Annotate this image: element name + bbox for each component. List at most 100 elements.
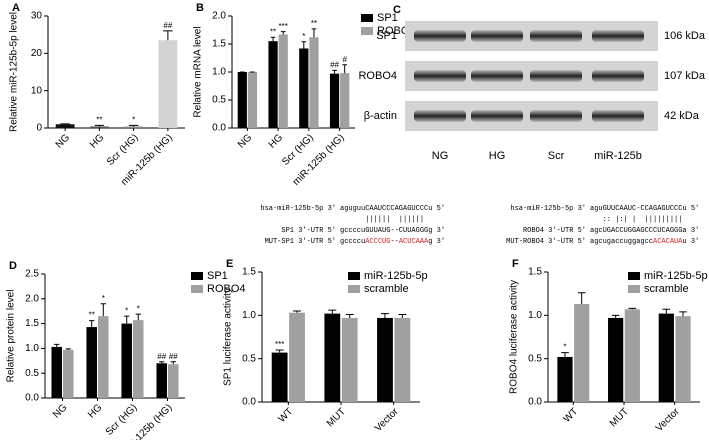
sequence-segment: agcugaccuggagcc xyxy=(590,238,653,246)
blot-band xyxy=(414,70,466,82)
bar xyxy=(268,41,278,129)
significance-mark: ** xyxy=(96,115,102,124)
significance-mark: *** xyxy=(279,22,288,31)
legend-label: SP1 xyxy=(377,12,398,24)
sequence-label: ROBO4 3'-UTR 5' xyxy=(523,227,586,235)
x-tick-label: HG xyxy=(86,402,105,421)
error-bar xyxy=(293,310,301,313)
sequence-label: hsa-miR-125b-5p 3' xyxy=(510,205,586,213)
blot-band xyxy=(530,30,582,42)
y-axis-label: ROBO4 luciferase activity xyxy=(509,280,520,394)
blot-size-label: 42 kDa xyxy=(664,110,700,122)
sequence: :: |:| | ||||||||| xyxy=(590,216,687,224)
bar xyxy=(340,73,350,128)
y-tick-label: 1.5 xyxy=(25,318,39,329)
sequence: |||||| |||||| xyxy=(340,216,428,224)
y-tick-label: 0.0 xyxy=(528,397,542,408)
bar xyxy=(51,346,62,398)
sequence-segment: aguguuCAAUCCCAGAGUCCCu xyxy=(340,205,432,213)
y-tick-label: 30 xyxy=(31,11,43,22)
error-bar xyxy=(301,41,307,49)
bar xyxy=(324,313,341,402)
sequence-segment: g xyxy=(428,238,432,246)
sequence-segment: :: |:| | ||||||||| xyxy=(590,216,687,224)
blot-band xyxy=(471,30,523,42)
bar xyxy=(237,72,247,128)
bar xyxy=(168,364,179,398)
sequence-end: 3' xyxy=(687,227,700,235)
blot-lane-label: NG xyxy=(432,150,449,162)
sequence-end: 5' xyxy=(432,205,445,213)
sequence-label: hsa-miR-125b-5p 3' xyxy=(260,205,336,213)
legend-label: miR-125b-5p xyxy=(644,270,708,282)
legend-label: SP1 xyxy=(207,270,228,282)
bar xyxy=(658,313,674,402)
error-bar xyxy=(561,352,569,357)
y-tick-label: 0.5 xyxy=(212,95,226,106)
x-tick-label: MUT xyxy=(325,406,348,429)
bar xyxy=(624,309,640,402)
y-tick-label: 0.5 xyxy=(528,353,542,364)
sequence-segment: u xyxy=(682,238,686,246)
significance-mark: * xyxy=(563,343,566,352)
sequence: agcugaccuggagccACACAUAu 3' xyxy=(590,238,699,246)
sequence-segment: aguGUUCAAUC-CCAGAGUCCCu xyxy=(590,205,687,213)
blot-size-label: 106 kDa xyxy=(664,30,706,42)
y-tick-label: 2.5 xyxy=(25,269,39,280)
bar xyxy=(574,304,590,402)
x-tick-label: NG xyxy=(54,132,73,151)
x-tick-label: Scr (HG) xyxy=(105,132,141,168)
sequence-segment: agcUGACCUGGAGCCCUCAGGGa xyxy=(590,227,687,235)
y-tick-label: 0.5 xyxy=(25,368,39,379)
bar xyxy=(329,73,340,128)
sequence-segment: gccccuGUUAUG--CUUAGGGg xyxy=(340,227,432,235)
y-tick-label: 20 xyxy=(31,48,43,59)
y-tick-label: 2.0 xyxy=(212,11,226,22)
y-tick-label: 1.0 xyxy=(212,67,226,78)
panel-letter: C xyxy=(393,4,401,16)
y-tick-label: 10 xyxy=(31,85,43,96)
error-bar xyxy=(54,343,60,347)
panel-letter: B xyxy=(196,2,204,14)
sequence-segment: gccccu xyxy=(340,238,365,246)
significance-mark: * xyxy=(102,294,105,303)
sequence-end: 3' xyxy=(432,238,445,246)
bar xyxy=(675,316,691,402)
significance-mark: ** xyxy=(311,19,317,28)
bar xyxy=(55,124,75,128)
bar xyxy=(271,352,288,402)
y-axis-label: Relative mRNA level xyxy=(193,26,204,117)
panel-letter: E xyxy=(226,258,233,270)
y-tick-label: 1.5 xyxy=(528,267,542,278)
error-bar xyxy=(398,313,407,318)
legend-swatch xyxy=(191,272,203,280)
error-bar xyxy=(94,124,105,127)
y-tick-label: 1.5 xyxy=(212,39,226,50)
y-axis-label: SP1 luciferase activity xyxy=(223,288,234,386)
significance-mark: * xyxy=(137,304,140,313)
legend-swatch xyxy=(348,285,360,293)
panel-letter: F xyxy=(512,258,519,270)
legend-swatch xyxy=(628,285,640,293)
error-bar xyxy=(89,320,95,328)
significance-mark: # xyxy=(342,55,347,64)
blot-band xyxy=(530,110,582,122)
blot-band xyxy=(592,110,644,122)
error-bar xyxy=(679,311,687,317)
blot-lane-label: HG xyxy=(489,150,506,162)
error-bar xyxy=(577,292,586,305)
error-bar xyxy=(342,64,348,74)
legend-swatch xyxy=(361,14,373,22)
blot-row-label: SP1 xyxy=(376,30,397,42)
error-bar xyxy=(100,303,106,317)
error-bar xyxy=(345,313,354,318)
sequence-end: 5' xyxy=(687,205,700,213)
error-bar xyxy=(170,361,176,365)
blot-band xyxy=(530,70,582,82)
y-tick-label: 2.0 xyxy=(25,293,39,304)
sequence-segment: -- xyxy=(390,238,398,246)
sequence: agcUGACCUGGAGCCCUCAGGGa 3' xyxy=(590,227,699,235)
legend-label: miR-125b-5p xyxy=(364,270,428,282)
bar xyxy=(278,34,288,129)
error-bar xyxy=(124,315,130,324)
